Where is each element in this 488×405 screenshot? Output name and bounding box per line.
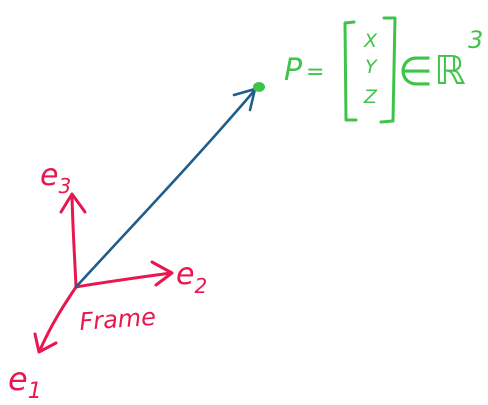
point-marker	[253, 82, 265, 92]
axis-e2-label: e2	[176, 257, 207, 298]
axis-e3-label: e3	[40, 158, 71, 198]
position-vector-line	[76, 91, 254, 287]
vector-entry-x: X	[363, 30, 378, 52]
equals-sign: =	[306, 60, 324, 85]
axis-e1-label: e1	[8, 360, 42, 404]
axis-e3-arrow	[72, 196, 76, 287]
real-space-symbol: ℝ	[434, 48, 466, 94]
frame-label: Frame	[78, 303, 156, 336]
space-exponent: 3	[468, 26, 483, 54]
vector-entry-y: Y	[365, 56, 378, 78]
position-vector	[76, 89, 255, 287]
axis-e1-arrow	[40, 287, 76, 350]
point-definition: P = X Y Z ∈ ℝ 3	[284, 18, 483, 122]
left-bracket	[345, 22, 356, 120]
vector-entry-z: Z	[363, 86, 378, 108]
member-of-symbol: ∈	[398, 49, 433, 95]
point-name: P	[284, 53, 303, 88]
right-bracket	[381, 18, 395, 122]
